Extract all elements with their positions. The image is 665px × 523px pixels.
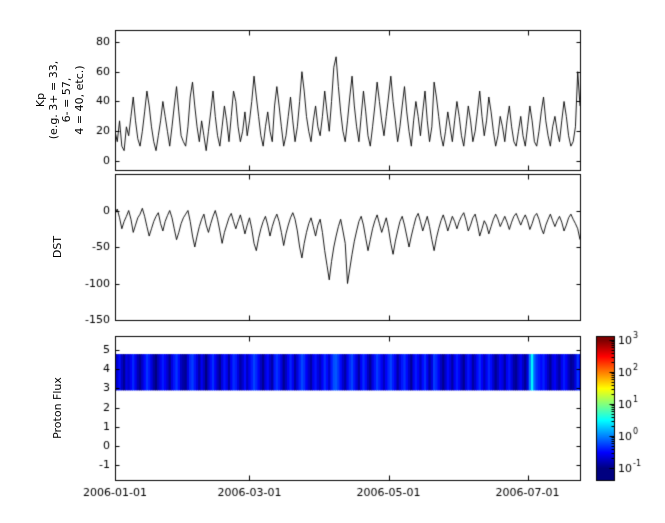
chart-canvas (0, 0, 665, 523)
figure: Kp (e.g. 3+ = 33, 6- = 57, 4 = 40, etc.)… (0, 0, 665, 523)
